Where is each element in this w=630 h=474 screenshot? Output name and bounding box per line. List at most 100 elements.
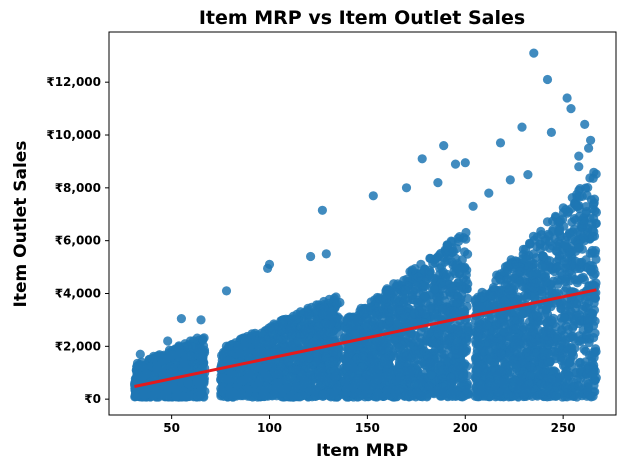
scatter-point [533, 365, 543, 375]
scatter-point [183, 378, 193, 388]
scatter-point [488, 282, 499, 293]
scatter-point [291, 365, 301, 375]
scatter-point [425, 301, 435, 311]
scatter-point [394, 343, 404, 353]
scatter-point [455, 306, 465, 316]
scatter-point [552, 262, 562, 272]
x-tick-label: 250 [551, 421, 576, 435]
scatter-point [509, 273, 519, 283]
scatter-point [551, 377, 561, 387]
scatter-point [321, 318, 331, 328]
scatter-point [151, 386, 162, 396]
scatter-point [585, 260, 595, 270]
scatter-point [284, 357, 294, 367]
scatter-point [363, 341, 373, 351]
scatter-point [536, 230, 547, 240]
scatter-point [541, 305, 551, 315]
scatter-point [505, 175, 515, 185]
scatter-point [439, 141, 449, 151]
scatter-point [311, 357, 321, 367]
scatter-point [330, 366, 340, 376]
scatter-point [373, 390, 383, 400]
scatter-point [537, 260, 547, 270]
scatter-point [317, 205, 327, 215]
scatter-point [589, 271, 599, 281]
scatter-point [358, 351, 368, 361]
scatter-point [495, 138, 506, 148]
scatter-point [168, 363, 178, 374]
scatter-point [390, 295, 400, 305]
y-tick-label: ₹4,000 [55, 286, 101, 300]
scatter-point [424, 381, 434, 391]
scatter-point [574, 151, 584, 161]
scatter-point [535, 244, 545, 254]
y-tick-label: ₹10,000 [46, 128, 101, 142]
x-axis-label: Item MRP [316, 441, 408, 461]
scatter-point [291, 382, 301, 392]
scatter-point [468, 201, 478, 211]
scatter-point [586, 135, 596, 145]
scatter-point [541, 277, 552, 287]
scatter-point [456, 382, 466, 392]
scatter-point [444, 380, 455, 390]
scatter-point [451, 263, 461, 273]
scatter-point [130, 392, 140, 402]
scatter-point [477, 304, 487, 314]
scatter-point [263, 340, 273, 350]
scatter-point [515, 351, 526, 361]
scatter-point [447, 323, 457, 333]
scatter-point [350, 329, 360, 339]
scatter-point [418, 280, 428, 290]
scatter-point [461, 336, 472, 346]
scatter-point [512, 314, 522, 324]
scatter-point [585, 334, 595, 344]
scatter-point [149, 353, 159, 363]
scatter-point [321, 249, 331, 259]
scatter-point [335, 314, 345, 324]
scatter-point [471, 365, 481, 375]
scatter-point [329, 390, 339, 400]
scatter-point [430, 255, 440, 265]
scatter-point [475, 339, 485, 349]
scatter-point [438, 304, 448, 314]
x-axis-ticks: 50 100 150 200 250 [163, 415, 576, 435]
scatter-point [420, 309, 430, 319]
scatter-point [196, 352, 206, 362]
scatter-point [575, 211, 585, 221]
scatter-point [582, 207, 592, 217]
scatter-point [269, 390, 279, 400]
scatter-point [488, 325, 498, 335]
scatter-point [567, 270, 577, 280]
scatter-point [527, 270, 537, 280]
scatter-point [238, 375, 248, 386]
scatter-point [260, 363, 270, 373]
scatter-point [293, 337, 303, 347]
scatter-point [378, 337, 388, 347]
scatter-point [575, 258, 585, 268]
scatter-point [401, 183, 412, 193]
scatter-point [168, 378, 178, 388]
scatter-point [574, 162, 584, 172]
scatter-point [161, 354, 172, 364]
scatter-point [463, 293, 473, 304]
scatter-point [387, 304, 397, 314]
scatter-point [584, 143, 594, 153]
scatter-point [353, 316, 363, 326]
scatter-point [443, 335, 454, 345]
scatter-point [589, 194, 600, 204]
scatter-point [566, 104, 576, 114]
scatter-point [580, 119, 590, 129]
scatter-point [583, 314, 593, 324]
scatter-point [460, 391, 470, 401]
scatter-point [591, 373, 601, 383]
scatter-point [505, 367, 515, 377]
scatter-point [436, 278, 446, 288]
scatter-point [566, 260, 576, 271]
scatter-point [360, 381, 370, 391]
scatter-point [342, 356, 352, 366]
scatter-point [587, 357, 597, 367]
scatter-point [535, 390, 545, 400]
scatter-point [528, 249, 539, 259]
scatter-point [406, 366, 417, 376]
scatter-point [557, 356, 567, 366]
